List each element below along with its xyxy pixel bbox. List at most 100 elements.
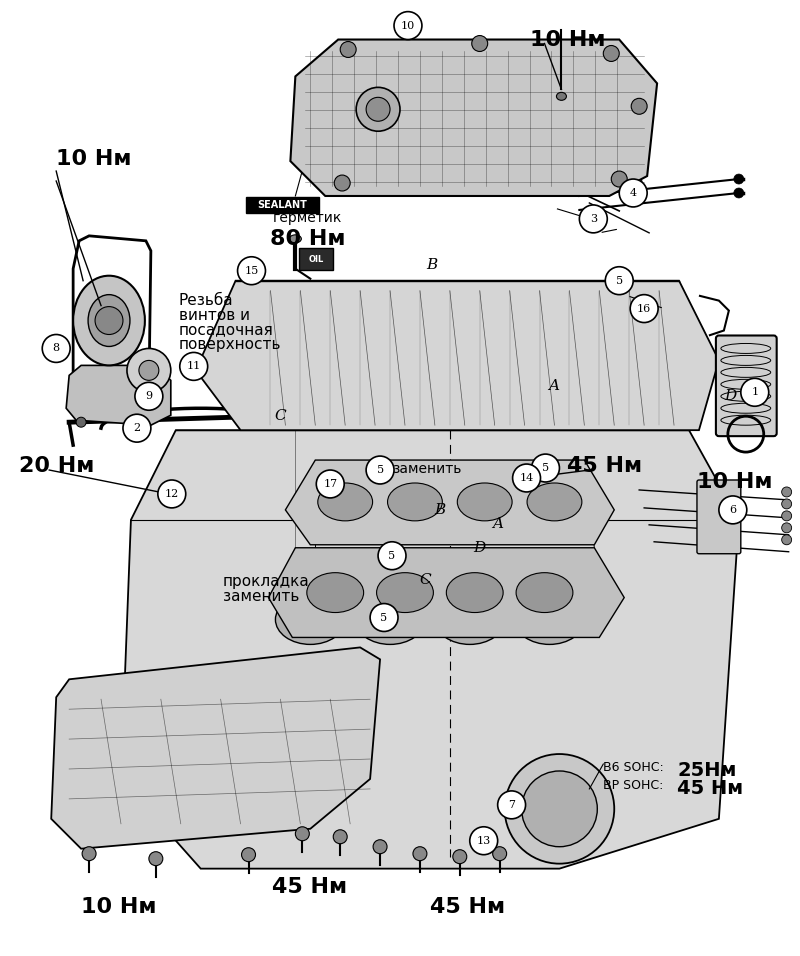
Text: 13: 13 <box>477 836 491 846</box>
Ellipse shape <box>275 595 345 644</box>
Text: C: C <box>274 409 286 424</box>
Circle shape <box>719 496 746 524</box>
Circle shape <box>782 511 792 521</box>
Circle shape <box>139 360 159 380</box>
Ellipse shape <box>525 602 574 637</box>
Text: 80 Нм: 80 Нм <box>270 228 346 249</box>
Text: 12: 12 <box>165 489 179 499</box>
Text: C: C <box>419 573 430 587</box>
Circle shape <box>123 414 151 442</box>
Circle shape <box>76 417 86 427</box>
Ellipse shape <box>435 595 505 644</box>
Circle shape <box>356 87 400 131</box>
Text: 3: 3 <box>590 214 597 224</box>
Text: прокладка: прокладка <box>222 574 310 589</box>
Text: 14: 14 <box>519 473 534 483</box>
Text: OIL: OIL <box>309 255 324 264</box>
Circle shape <box>734 188 744 198</box>
Text: 7: 7 <box>508 800 515 810</box>
Text: 1: 1 <box>751 387 758 398</box>
Circle shape <box>470 827 498 855</box>
Polygon shape <box>290 39 657 196</box>
Ellipse shape <box>355 595 425 644</box>
Circle shape <box>472 35 488 52</box>
Circle shape <box>453 850 466 863</box>
Text: 5: 5 <box>542 463 549 473</box>
Text: 45 Нм: 45 Нм <box>567 456 642 476</box>
Circle shape <box>366 456 394 484</box>
FancyBboxPatch shape <box>246 197 319 213</box>
Circle shape <box>127 348 170 392</box>
Ellipse shape <box>290 235 302 243</box>
Ellipse shape <box>557 93 566 100</box>
Circle shape <box>579 205 607 233</box>
Text: 6: 6 <box>730 505 737 515</box>
Circle shape <box>135 382 163 410</box>
Circle shape <box>631 98 647 115</box>
Text: 10 Нм: 10 Нм <box>56 149 132 169</box>
FancyBboxPatch shape <box>299 248 334 270</box>
Circle shape <box>295 827 310 840</box>
Circle shape <box>782 487 792 497</box>
Text: винтов и: винтов и <box>178 308 250 322</box>
Circle shape <box>505 754 614 863</box>
Circle shape <box>782 523 792 532</box>
Text: 20 Нм: 20 Нм <box>19 456 94 476</box>
Polygon shape <box>51 647 380 849</box>
Circle shape <box>370 603 398 632</box>
Circle shape <box>498 791 526 818</box>
Text: 45 Нм: 45 Нм <box>677 779 743 798</box>
Ellipse shape <box>446 573 503 613</box>
Ellipse shape <box>458 483 512 521</box>
Text: B: B <box>426 258 438 272</box>
Circle shape <box>611 171 627 187</box>
Text: SEALANT: SEALANT <box>258 200 307 210</box>
Circle shape <box>242 848 255 861</box>
Text: 10 Нм: 10 Нм <box>530 30 605 50</box>
Circle shape <box>513 464 541 492</box>
Text: D: D <box>474 541 486 554</box>
Circle shape <box>522 771 598 847</box>
Ellipse shape <box>516 573 573 613</box>
Text: 5: 5 <box>389 551 395 561</box>
Ellipse shape <box>365 602 415 637</box>
Ellipse shape <box>88 294 130 346</box>
Ellipse shape <box>286 602 335 637</box>
Ellipse shape <box>387 483 442 521</box>
Text: 4: 4 <box>630 188 637 198</box>
Text: 10 Нм: 10 Нм <box>81 897 157 917</box>
Text: заменить: заменить <box>392 462 462 476</box>
Ellipse shape <box>445 602 494 637</box>
Circle shape <box>366 98 390 121</box>
Text: герметик: герметик <box>273 211 342 225</box>
Text: 45 Нм: 45 Нм <box>430 897 505 917</box>
Circle shape <box>493 847 506 860</box>
Text: B: B <box>434 503 446 517</box>
FancyBboxPatch shape <box>697 480 741 554</box>
Text: 45 Нм: 45 Нм <box>273 877 347 897</box>
Ellipse shape <box>307 573 364 613</box>
Text: 5: 5 <box>377 465 384 475</box>
Circle shape <box>316 470 344 498</box>
Circle shape <box>158 480 186 508</box>
Text: A: A <box>548 380 559 393</box>
Circle shape <box>606 267 633 294</box>
Circle shape <box>334 830 347 844</box>
Circle shape <box>741 379 769 406</box>
Circle shape <box>734 174 744 184</box>
Text: B6 SOHC:: B6 SOHC: <box>603 761 664 774</box>
Text: 15: 15 <box>244 266 258 275</box>
Ellipse shape <box>527 483 582 521</box>
Text: A: A <box>492 517 503 531</box>
FancyBboxPatch shape <box>716 336 777 436</box>
Text: BP SOHC:: BP SOHC: <box>603 779 664 792</box>
Circle shape <box>394 11 422 39</box>
Polygon shape <box>121 430 739 869</box>
Circle shape <box>619 179 647 206</box>
Circle shape <box>378 542 406 570</box>
Text: 11: 11 <box>186 361 201 371</box>
Text: 25Нм: 25Нм <box>677 761 737 780</box>
Circle shape <box>334 175 350 191</box>
Ellipse shape <box>318 483 373 521</box>
Text: заменить: заменить <box>222 589 299 603</box>
